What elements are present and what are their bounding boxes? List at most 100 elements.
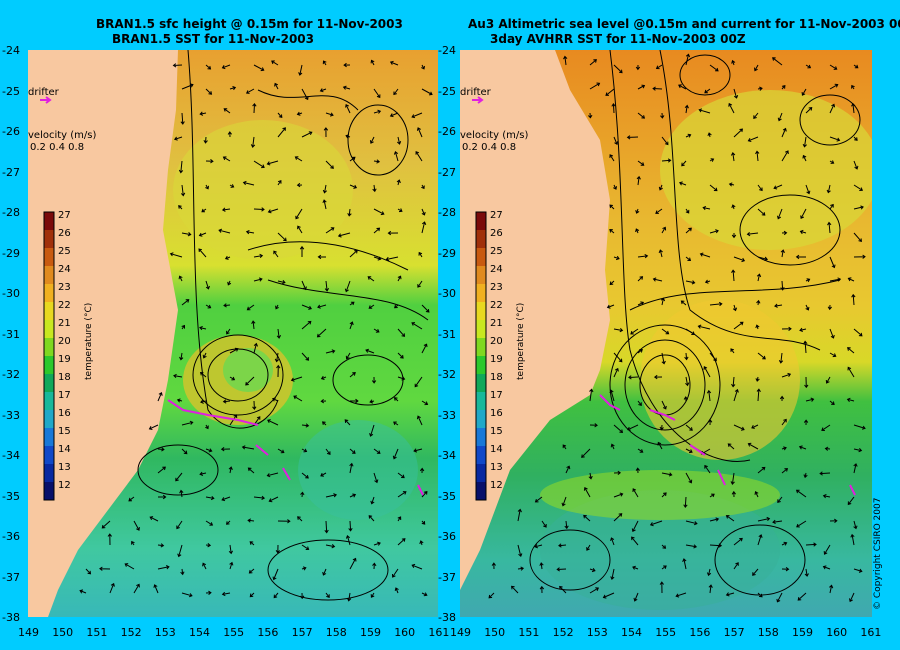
velocity-arrow <box>781 418 787 426</box>
velocity-arrow <box>180 184 186 197</box>
x-axis-tick-label: 151 <box>518 626 540 639</box>
y-axis-tick-label: -34 <box>2 449 20 462</box>
velocity-arrow <box>205 590 212 595</box>
velocity-arrow <box>277 127 286 138</box>
velocity-arrow <box>685 376 690 387</box>
velocity-arrow <box>372 562 377 570</box>
velocity-arrow <box>109 582 115 594</box>
velocity-arrow <box>632 488 639 498</box>
velocity-arrow <box>660 297 666 306</box>
velocity-arrow <box>847 277 855 282</box>
velocity-arrow <box>419 467 425 474</box>
velocity-arrow <box>421 184 425 190</box>
x-axis-tick-label: 157 <box>291 626 313 639</box>
velocity-arrow <box>562 444 567 450</box>
velocity-arrow <box>821 424 831 431</box>
velocity-arrow <box>709 301 723 307</box>
y-axis-tick-label: -24 <box>2 44 20 57</box>
velocity-arrow <box>421 400 429 406</box>
velocity-arrow <box>253 342 258 354</box>
x-axis-tick-label: 155 <box>655 626 677 639</box>
velocity-arrow <box>829 83 839 90</box>
velocity-arrow <box>565 465 571 474</box>
velocity-arrow <box>779 395 785 402</box>
colorbar-tick-label: 25 <box>490 246 503 257</box>
right-map-svg <box>460 50 872 617</box>
velocity-arrow <box>559 585 567 594</box>
velocity-arrow <box>853 447 863 453</box>
velocity-arrow <box>752 568 759 576</box>
x-axis-tick-label: 153 <box>154 626 176 639</box>
velocity-arrow <box>556 567 567 572</box>
velocity-arrow <box>277 448 285 454</box>
y-axis-tick-label: -29 <box>2 246 20 260</box>
colorbar-tick-label: 26 <box>58 228 71 239</box>
velocity-arrow <box>733 256 746 263</box>
velocity-arrow <box>731 59 736 66</box>
x-axis-tick-label: 150 <box>484 626 506 639</box>
velocity-arrow <box>685 544 698 549</box>
colorbar-swatch <box>476 266 486 284</box>
velocity-arrow <box>822 493 831 499</box>
velocity-arrow <box>337 232 351 238</box>
velocity-arrow <box>317 254 327 260</box>
velocity-arrow <box>273 592 279 599</box>
velocity-arrow <box>781 372 792 378</box>
velocity-arrow <box>133 583 140 594</box>
velocity-arrow <box>345 534 351 546</box>
velocity-arrow <box>397 352 404 359</box>
velocity-arrow <box>683 496 688 508</box>
velocity-arrow <box>803 419 809 426</box>
colorbar-swatch <box>476 482 486 500</box>
x-axis-tick-label: 160 <box>394 626 416 639</box>
velocity-arrow <box>610 443 615 450</box>
right-colorbar <box>475 211 487 501</box>
velocity-arrow <box>273 250 279 258</box>
velocity-arrow <box>589 82 601 90</box>
velocity-arrow <box>781 446 787 451</box>
velocity-arrow <box>325 227 335 234</box>
velocity-arrow <box>781 468 789 474</box>
velocity-arrow <box>393 150 399 162</box>
copyright-notice: © Copyright CSIRO 2007 <box>873 497 883 610</box>
velocity-arrow <box>223 108 231 114</box>
velocity-arrow <box>421 221 427 234</box>
velocity-arrow <box>797 592 807 601</box>
velocity-arrow <box>635 64 641 71</box>
velocity-arrow <box>397 491 407 498</box>
velocity-arrow <box>819 471 831 476</box>
velocity-arrow <box>416 127 423 138</box>
velocity-arrow <box>606 304 615 309</box>
velocity-arrow <box>218 228 231 234</box>
velocity-arrow <box>181 232 192 237</box>
velocity-arrow <box>157 447 165 452</box>
velocity-arrow <box>680 300 687 306</box>
velocity-arrow <box>728 102 735 114</box>
velocity-arrow <box>325 493 338 498</box>
velocity-arrow <box>85 568 92 575</box>
velocity-arrow <box>350 398 359 404</box>
velocity-arrow <box>781 567 790 572</box>
y-axis-tick-label: -33 <box>438 408 456 422</box>
colorbar-tick-label: 18 <box>58 372 71 383</box>
colorbar-swatch <box>476 356 486 374</box>
velocity-arrow <box>661 328 670 335</box>
velocity-arrow <box>730 151 736 162</box>
velocity-arrow <box>248 568 255 574</box>
velocity-arrow <box>733 424 745 431</box>
velocity-arrow <box>757 534 763 546</box>
velocity-arrow <box>369 424 375 437</box>
velocity-arrow <box>153 584 159 594</box>
velocity-arrow <box>853 424 866 430</box>
velocity-arrow <box>613 64 623 74</box>
velocity-arrow <box>774 303 783 308</box>
velocity-arrow <box>373 448 381 454</box>
velocity-arrow <box>181 420 194 426</box>
velocity-arrow <box>731 233 737 239</box>
left-map-panel: drifter velocity (m/s) 0.2 0.4 0.8 tempe… <box>28 50 438 617</box>
velocity-arrow <box>613 255 620 261</box>
colorbar-swatch <box>44 428 54 446</box>
left-drifter-label: drifter <box>28 87 59 98</box>
velocity-arrow <box>709 158 715 162</box>
velocity-arrow <box>229 561 234 570</box>
